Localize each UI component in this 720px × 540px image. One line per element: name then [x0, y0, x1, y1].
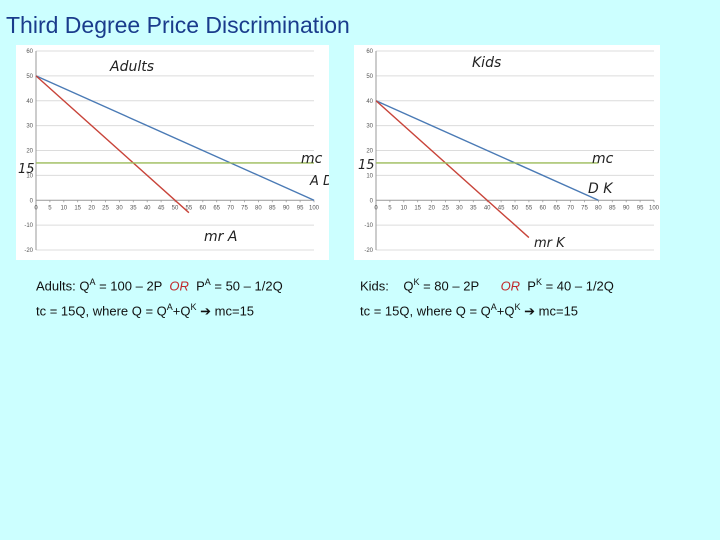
- y-tick-label: 40: [26, 99, 33, 105]
- x-tick-label: 50: [512, 205, 519, 211]
- x-tick-label: 65: [213, 205, 220, 211]
- y-tick-label: 50: [366, 74, 373, 80]
- x-tick-label: 40: [144, 205, 151, 211]
- D-line: [35, 75, 315, 201]
- x-tick-label: 45: [498, 205, 505, 211]
- mc-label: mc: [592, 151, 614, 167]
- x-tick-label: 30: [456, 205, 463, 211]
- y-tick-label: 10: [26, 173, 33, 179]
- x-tick-label: 100: [309, 205, 320, 211]
- adults-demand-equation: Adults: QA = 100 – 2P OR PA = 50 – 1/2Q: [36, 277, 283, 294]
- kids-chart: 60 50 40 30 20 10 0 -10 -20 0 5 10 15 20 25 30 35 40 45 50 5…: [354, 45, 660, 260]
- x-tick-label: 55: [186, 205, 193, 211]
- y-tick-label: -10: [24, 223, 33, 229]
- x-tick-label: 0: [34, 205, 38, 211]
- x-tick-label: 10: [400, 205, 407, 211]
- x-tick-label: 25: [102, 205, 109, 211]
- mr-line: [35, 75, 190, 214]
- x-tick-label: 60: [539, 205, 546, 211]
- x-tick-label: 55: [526, 205, 533, 211]
- demand-label: D K: [588, 181, 614, 197]
- x-tick-label: 70: [567, 205, 574, 211]
- y-tick-label: -20: [364, 248, 373, 254]
- x-tick-label: 85: [269, 205, 276, 211]
- x-tick-label: 45: [158, 205, 165, 211]
- x-tick-label: 60: [199, 205, 206, 211]
- y-tick-label: 20: [366, 149, 373, 155]
- mc-value-label: 15: [358, 158, 375, 173]
- y-tick-label: 50: [26, 74, 33, 80]
- mr-line: [375, 100, 530, 239]
- adults-label: Adults: [109, 59, 154, 75]
- D-line: [375, 100, 599, 201]
- x-tick-label: 30: [116, 205, 123, 211]
- y-tick-label: -20: [24, 248, 33, 254]
- y-tick-label: 40: [366, 99, 373, 105]
- x-tick-label: 20: [428, 205, 435, 211]
- x-tick-label: 0: [374, 205, 378, 211]
- mr-label: mr A: [204, 229, 237, 245]
- kids-demand-equation: Kids: QK = 80 – 2P OR PK = 40 – 1/2Q: [360, 277, 614, 294]
- x-tick-label: 25: [442, 205, 449, 211]
- x-tick-label: 95: [637, 205, 644, 211]
- y-tick-label: 60: [366, 49, 373, 55]
- slide-title: Third Degree Price Discrimination: [6, 12, 350, 38]
- x-tick-label: 75: [581, 205, 588, 211]
- y-tick-label: 0: [370, 198, 374, 204]
- y-tick-label: 60: [26, 49, 33, 55]
- y-tick-label: 30: [366, 124, 373, 130]
- x-tick-label: 10: [60, 205, 67, 211]
- adults-cost-equation: tc = 15Q, where Q = QA+QK ➔ mc=15: [36, 302, 255, 319]
- x-tick-label: 50: [172, 205, 179, 211]
- x-tick-label: 5: [388, 205, 392, 211]
- demand-label: A D: [309, 174, 329, 189]
- x-tick-label: 80: [255, 205, 262, 211]
- x-tick-label: 15: [74, 205, 81, 211]
- x-tick-label: 15: [414, 205, 421, 211]
- x-tick-label: 90: [283, 205, 290, 211]
- adults-chart: 60 50 40 30 20 10 0 -10 -20 0 5 10 15 20 25 30 35 40 45 50 5…: [16, 45, 329, 260]
- x-tick-label: 90: [623, 205, 630, 211]
- y-tick-label: 0: [30, 198, 34, 204]
- y-tick-label: -10: [364, 223, 373, 229]
- x-tick-label: 100: [649, 205, 660, 211]
- mc-label: mc: [301, 151, 323, 167]
- x-tick-label: 70: [227, 205, 234, 211]
- x-tick-label: 35: [470, 205, 477, 211]
- x-tick-label: 35: [130, 205, 137, 211]
- x-tick-label: 80: [595, 205, 602, 211]
- y-tick-label: 20: [26, 149, 33, 155]
- x-tick-label: 95: [297, 205, 304, 211]
- x-tick-label: 75: [241, 205, 248, 211]
- kids-label: Kids: [472, 55, 501, 71]
- x-tick-label: 20: [88, 205, 95, 211]
- x-tick-label: 40: [484, 205, 491, 211]
- y-tick-label: 30: [26, 124, 33, 130]
- mr-label: mr K: [534, 236, 566, 251]
- kids-cost-equation: tc = 15Q, where Q = QA+QK ➔ mc=15: [360, 302, 579, 319]
- x-tick-label: 85: [609, 205, 616, 211]
- y-tick-label: 10: [366, 173, 373, 179]
- x-tick-label: 65: [553, 205, 560, 211]
- mc-value-label: 15: [18, 162, 35, 177]
- x-tick-label: 5: [48, 205, 52, 211]
